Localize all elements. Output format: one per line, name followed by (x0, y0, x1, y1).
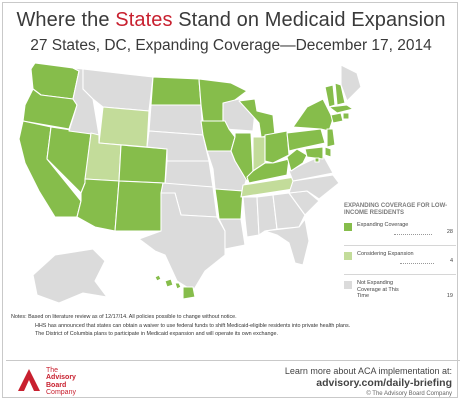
note-line: HHS has announced that states can obtain… (35, 322, 351, 329)
state-pa (286, 128, 326, 152)
state-ak (32, 248, 108, 304)
state-sd (148, 104, 204, 136)
state-vt (324, 84, 336, 108)
state-ny (292, 98, 334, 132)
legend-count-considering: 4 (449, 257, 453, 264)
footer-cta: Learn more about ACA implementation at: … (285, 366, 452, 397)
state-me (340, 64, 362, 102)
advisory-board-logo: The Advisory Board Company (14, 365, 84, 397)
state-il (230, 132, 254, 182)
legend-count-expanding: 28 (446, 228, 453, 235)
title-highlight: States (115, 9, 173, 31)
note-line: The District of Columbia plans to partic… (35, 331, 279, 337)
cta-intro: Learn more about ACA implementation at: (284, 366, 452, 376)
state-dc (314, 157, 320, 163)
state-hi-3 (174, 282, 182, 290)
logo-text-line: Company (46, 388, 76, 396)
state-ct (330, 112, 344, 124)
legend-item-not-expanding: Not Expanding Coverage at This Time 19 (344, 280, 456, 310)
state-ks (164, 160, 214, 188)
state-co (118, 144, 168, 184)
logo-text: The Advisory Board Company (46, 367, 76, 396)
legend-swatch-considering (344, 252, 352, 260)
state-nh (334, 82, 346, 106)
state-ms (242, 196, 260, 238)
state-ma (328, 104, 354, 114)
state-nm (114, 180, 164, 232)
note-line: Notes: Based on literature review as of … (11, 314, 237, 320)
state-md (304, 146, 324, 160)
legend-title: EXPANDING COVERAGE FOR LOW-INCOME RESIDE… (344, 203, 448, 216)
state-hi-4 (182, 286, 196, 300)
state-hi (154, 274, 162, 282)
title-suffix: Stand on Medicaid Expansion (172, 9, 446, 31)
legend-swatch-expanding (344, 223, 352, 231)
state-fl (264, 218, 310, 266)
logo-text-line: The (46, 367, 59, 374)
state-wv (286, 148, 308, 172)
state-ky (246, 158, 290, 184)
legend-leader (394, 234, 432, 235)
state-hi-2 (164, 278, 174, 288)
logo-text-line: Advisory (46, 374, 76, 382)
legend-label-considering: Considering Expansion (357, 251, 414, 257)
map-legend: EXPANDING COVERAGE FOR LOW-INCOME RESIDE… (344, 203, 456, 310)
legend-label-expanding: Expanding Coverage (357, 222, 409, 228)
legend-leader (400, 263, 434, 264)
legend-item-considering: Considering Expansion 4 (344, 251, 456, 275)
legend-item-expanding: Expanding Coverage 28 (344, 222, 456, 246)
legend-swatch-not-expanding (344, 281, 352, 289)
cta-link[interactable]: advisory.com/daily-briefing (316, 377, 452, 389)
legend-count-not-expanding: 19 (446, 293, 453, 300)
page-title: Where the States Stand on Medicaid Expan… (3, 9, 459, 32)
state-tx (138, 192, 226, 292)
state-wy (98, 106, 150, 148)
state-de (324, 146, 332, 158)
state-nc (288, 174, 340, 200)
title-prefix: Where the (16, 9, 116, 31)
state-va (288, 154, 334, 182)
logo-mark-icon (18, 369, 40, 391)
state-ri (342, 112, 350, 120)
state-nj (326, 128, 336, 148)
state-nd (150, 76, 202, 106)
state-az (76, 178, 120, 232)
page-subtitle: 27 States, DC, Expanding Coverage—Decemb… (30, 37, 432, 54)
logo-text-line: Board (46, 381, 67, 389)
state-mi (238, 98, 276, 138)
copyright: © The Advisory Board Company (366, 391, 452, 397)
footer: The Advisory Board Company Learn more ab… (6, 360, 460, 400)
us-medicaid-map (18, 62, 362, 304)
state-oh (264, 130, 290, 164)
legend-label-not-expanding: Not Expanding Coverage at This Time (357, 280, 399, 300)
state-ar (214, 188, 244, 220)
notes-block: Notes: Based on literature review as of … (11, 314, 431, 340)
state-la (218, 218, 246, 250)
state-ga (272, 192, 306, 230)
